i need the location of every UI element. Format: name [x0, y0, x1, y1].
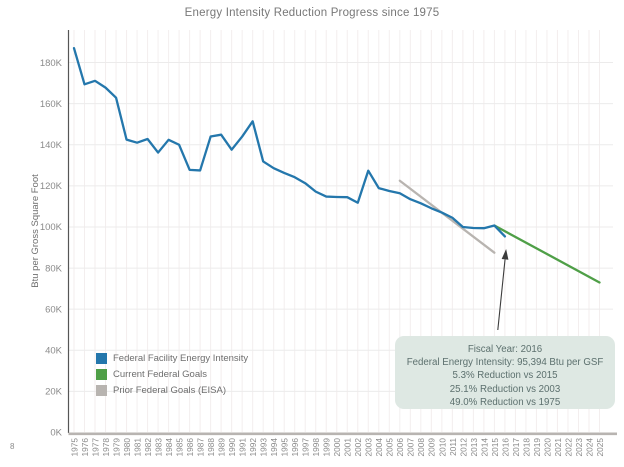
x-tick-label: 1978: [101, 438, 111, 457]
x-tick-label: 1988: [206, 438, 216, 457]
x-tick-label: 1984: [164, 438, 174, 457]
x-tick-label: 1975: [69, 438, 79, 457]
y-tick-label: 100K: [40, 222, 63, 233]
x-tick-label: 1985: [175, 438, 185, 457]
y-tick-label: 40K: [45, 345, 63, 356]
x-tick-label: 2025: [595, 438, 605, 457]
x-tick-label: 2004: [374, 438, 384, 457]
y-tick-label: 20K: [45, 387, 63, 398]
x-tick-label: 1996: [290, 438, 300, 457]
x-tick-label: 1995: [280, 438, 290, 457]
page-number: 8: [10, 442, 15, 451]
y-tick-label: 0K: [50, 428, 62, 439]
y-tick-label: 60K: [45, 304, 63, 315]
tooltip-line-vs-1975: 49.0% Reduction vs 1975: [449, 396, 561, 408]
x-tick-label: 2002: [353, 438, 363, 457]
x-tick-label: 1982: [143, 438, 153, 457]
legend-swatch-blue: [96, 352, 107, 364]
x-tick-label: 2020: [542, 438, 552, 457]
x-tick-label: 2013: [469, 438, 479, 457]
annotation-arrow-shaft: [497, 259, 506, 331]
x-tick-label: 1999: [322, 438, 332, 457]
x-tick-label: 1981: [132, 438, 142, 457]
series-line-prior-federal-goals-eisa-[interactable]: [398, 179, 496, 254]
y-tick-label: 180K: [40, 58, 63, 69]
x-tick-label: 1986: [185, 438, 195, 457]
x-tick-label: 2011: [448, 438, 458, 456]
x-tick-label: 1979: [111, 438, 121, 457]
x-tick-label: 2018: [521, 438, 531, 457]
chart-tooltip: Fiscal Year: 2016 Federal Energy Intensi…: [395, 336, 615, 409]
x-tick-label: 2012: [458, 438, 468, 457]
x-tick-label: 2003: [364, 438, 374, 457]
x-tick-label: 1990: [227, 438, 237, 457]
x-tick-label: 2022: [563, 438, 573, 457]
x-tick-label: 2006: [395, 438, 405, 457]
x-tick-label: 2000: [332, 438, 342, 457]
y-axis-label: Btu per Gross Square Foot: [30, 174, 41, 288]
legend-item-federal-facility-energy-intensity[interactable]: Federal Facility Energy Intensity: [96, 350, 248, 366]
x-tick-label: 2016: [500, 438, 510, 457]
x-tick-label: 1989: [217, 438, 227, 457]
x-tick-label: 1983: [153, 438, 163, 457]
x-tick-label: 2009: [427, 438, 437, 457]
legend-label: Prior Federal Goals (EISA): [113, 384, 226, 396]
x-tick-label: 2014: [479, 438, 489, 457]
x-tick-label: 1994: [269, 438, 279, 457]
series-line-federal-facility-energy-intensity[interactable]: [72, 47, 507, 238]
x-tick-label: 1976: [80, 438, 90, 457]
x-tick-label: 2024: [584, 438, 594, 457]
tooltip-line-vs-2015: 5.3% Reduction vs 2015: [452, 370, 558, 382]
y-tick-label: 140K: [40, 140, 63, 151]
tooltip-line-fiscal-year: Fiscal Year: 2016: [467, 344, 543, 355]
x-tick-label: 1992: [248, 438, 258, 457]
x-tick-label: 2015: [490, 438, 500, 457]
x-tick-label: 2010: [437, 438, 447, 457]
x-tick-label: 1980: [122, 438, 132, 457]
x-tick-label: 2005: [385, 438, 395, 457]
y-tick-label: 160K: [40, 99, 63, 110]
tooltip-line-vs-2003: 25.1% Reduction vs 2003: [449, 383, 561, 395]
x-tick-label: 2007: [406, 438, 416, 457]
legend-label: Federal Facility Energy Intensity: [113, 352, 249, 364]
legend-swatch-gray: [96, 384, 107, 396]
x-tick-label: 2001: [343, 438, 353, 457]
x-tick-label: 2021: [553, 438, 563, 457]
x-tick-label: 2023: [574, 438, 584, 457]
x-tick-label: 2019: [532, 438, 542, 457]
x-tick-label: 1977: [90, 438, 100, 457]
legend-swatch-green: [96, 368, 107, 380]
legend-label: Current Federal Goals: [113, 368, 207, 380]
annotation-arrow-head: [501, 248, 509, 260]
x-tick-label: 2008: [416, 438, 426, 457]
chart-legend: Federal Facility Energy Intensity Curren…: [96, 350, 248, 398]
x-tick-label: 2017: [511, 438, 521, 457]
x-tick-label: 1997: [301, 438, 311, 457]
y-tick-label: 120K: [40, 181, 63, 192]
series-line-current-federal-goals[interactable]: [493, 224, 601, 284]
x-tick-label: 1987: [196, 438, 206, 457]
tooltip-line-intensity: Federal Energy Intensity: 95,394 Btu per…: [406, 357, 604, 369]
x-tick-label: 1998: [311, 438, 321, 457]
chart-title: Energy Intensity Reduction Progress sinc…: [184, 7, 440, 19]
x-tick-label: 1993: [259, 438, 269, 457]
x-tick-label: 1991: [238, 438, 248, 457]
y-tick-label: 80K: [45, 263, 63, 274]
legend-item-current-federal-goals[interactable]: Current Federal Goals: [96, 366, 248, 382]
legend-item-prior-federal-goals-eisa[interactable]: Prior Federal Goals (EISA): [96, 382, 248, 398]
